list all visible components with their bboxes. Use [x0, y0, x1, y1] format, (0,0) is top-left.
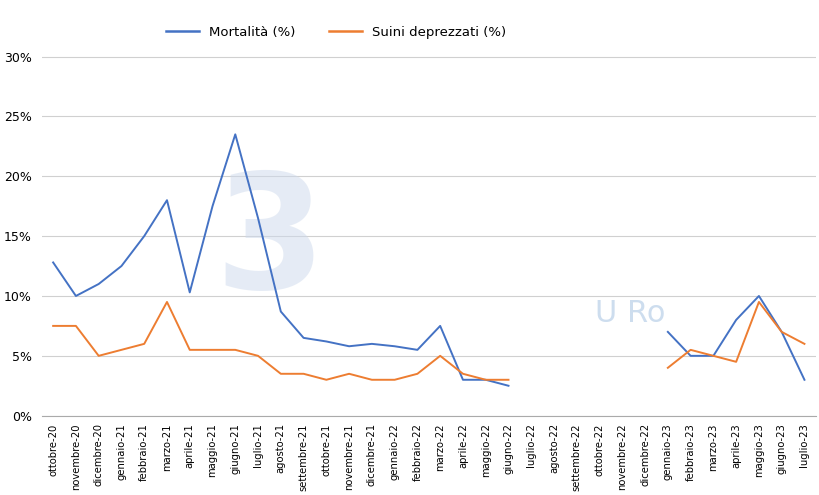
Legend: Mortalità (%), Suini deprezzati (%): Mortalità (%), Suini deprezzati (%): [161, 21, 511, 44]
Text: 3: 3: [215, 167, 325, 322]
Text: U Ro: U Ro: [594, 299, 664, 328]
